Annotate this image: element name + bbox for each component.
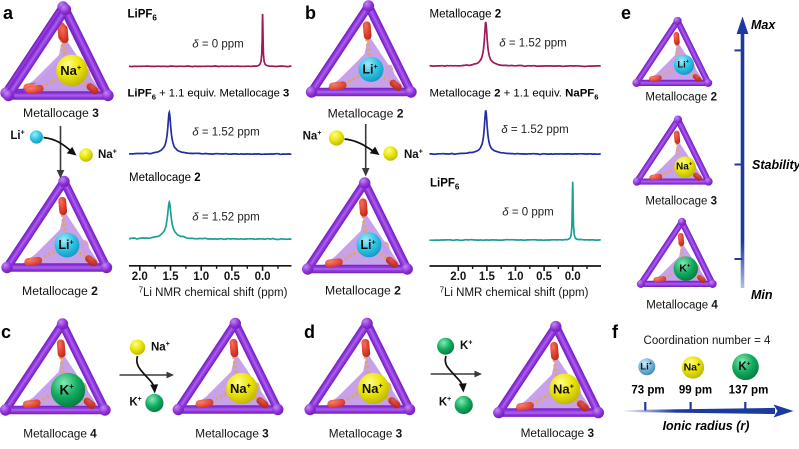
svg-text:Na+: Na+ bbox=[684, 361, 701, 373]
svg-text:K+: K+ bbox=[679, 262, 691, 274]
svg-text:c: c bbox=[1, 322, 11, 342]
svg-text:Metallocage 2: Metallocage 2 bbox=[325, 284, 401, 298]
svg-text:δ = 1.52 ppm: δ = 1.52 ppm bbox=[499, 38, 566, 50]
svg-text:Metallocage 3: Metallocage 3 bbox=[521, 426, 595, 440]
svg-text:99 pm: 99 pm bbox=[679, 385, 712, 397]
svg-text:LiPF6 + 1.1 equiv. Metallocage: LiPF6 + 1.1 equiv. Metallocage 3 bbox=[128, 87, 290, 101]
svg-text:Min: Min bbox=[751, 288, 773, 302]
svg-text:Na+: Na+ bbox=[676, 161, 693, 172]
svg-text:δ = 1.52 ppm: δ = 1.52 ppm bbox=[192, 127, 259, 139]
svg-text:δ = 0 ppm: δ = 0 ppm bbox=[192, 39, 243, 51]
svg-text:Stability: Stability bbox=[752, 158, 799, 172]
svg-text:1.0: 1.0 bbox=[508, 271, 524, 283]
svg-text:1.0: 1.0 bbox=[193, 271, 209, 283]
svg-text:b: b bbox=[305, 3, 316, 23]
svg-text:LiPF6: LiPF6 bbox=[430, 178, 460, 192]
svg-text:1.5: 1.5 bbox=[479, 271, 496, 283]
svg-text:Metallocage 2: Metallocage 2 bbox=[22, 284, 98, 298]
svg-text:Na+: Na+ bbox=[404, 148, 423, 161]
svg-text:Metallocage 2 + 1.1 equiv. NaP: Metallocage 2 + 1.1 equiv. NaPF6 bbox=[430, 87, 599, 101]
svg-text:δ = 1.52 ppm: δ = 1.52 ppm bbox=[501, 124, 568, 136]
svg-text:Metallocage 2: Metallocage 2 bbox=[328, 107, 404, 121]
svg-text:73 pm: 73 pm bbox=[631, 385, 664, 397]
svg-text:f: f bbox=[612, 322, 619, 342]
svg-text:0.0: 0.0 bbox=[565, 271, 581, 283]
svg-text:Metallocage 2: Metallocage 2 bbox=[430, 9, 502, 21]
svg-text:Li+: Li+ bbox=[640, 361, 652, 372]
svg-text:δ = 0 ppm: δ = 0 ppm bbox=[502, 207, 553, 219]
svg-text:Max: Max bbox=[751, 18, 776, 32]
svg-text:e: e bbox=[621, 3, 631, 23]
svg-text:δ = 1.52 ppm: δ = 1.52 ppm bbox=[192, 212, 259, 224]
svg-text:a: a bbox=[3, 3, 14, 23]
svg-text:Metallocage 3: Metallocage 3 bbox=[329, 427, 403, 441]
svg-text:d: d bbox=[304, 322, 315, 342]
svg-text:Na+: Na+ bbox=[553, 381, 575, 397]
svg-text:1.5: 1.5 bbox=[163, 271, 180, 283]
svg-text:Coordination number = 4: Coordination number = 4 bbox=[644, 335, 772, 347]
svg-text:Metallocage 2: Metallocage 2 bbox=[129, 172, 201, 184]
svg-text:Na+: Na+ bbox=[151, 341, 170, 354]
svg-text:Na+: Na+ bbox=[362, 380, 384, 396]
svg-text:0.5: 0.5 bbox=[536, 271, 553, 283]
svg-text:2.0: 2.0 bbox=[132, 271, 148, 283]
svg-text:Na+: Na+ bbox=[60, 62, 82, 78]
svg-text:Metallocage 3: Metallocage 3 bbox=[195, 427, 269, 441]
svg-text:LiPF6: LiPF6 bbox=[128, 9, 158, 23]
svg-text:Metallocage 4: Metallocage 4 bbox=[23, 426, 97, 440]
svg-text:Li+: Li+ bbox=[677, 59, 689, 70]
svg-text:0.0: 0.0 bbox=[255, 271, 271, 283]
svg-text:2.0: 2.0 bbox=[450, 271, 466, 283]
svg-text:Na+: Na+ bbox=[303, 130, 322, 143]
svg-text:Ionic radius (r): Ionic radius (r) bbox=[663, 419, 750, 433]
svg-text:Metallocage 3: Metallocage 3 bbox=[23, 106, 99, 120]
svg-text:0.5: 0.5 bbox=[224, 271, 241, 283]
svg-text:Na+: Na+ bbox=[98, 148, 117, 161]
svg-text:Metallocage 4: Metallocage 4 bbox=[646, 299, 718, 311]
svg-text:Na+: Na+ bbox=[230, 380, 252, 396]
svg-text:137 pm: 137 pm bbox=[729, 385, 769, 397]
svg-text:7Li NMR chemical shift (ppm): 7Li NMR chemical shift (ppm) bbox=[440, 286, 589, 300]
svg-text:Metallocage 3: Metallocage 3 bbox=[645, 195, 717, 207]
svg-text:7Li NMR chemical shift (ppm): 7Li NMR chemical shift (ppm) bbox=[139, 286, 288, 300]
svg-text:Metallocage 2: Metallocage 2 bbox=[645, 92, 717, 104]
